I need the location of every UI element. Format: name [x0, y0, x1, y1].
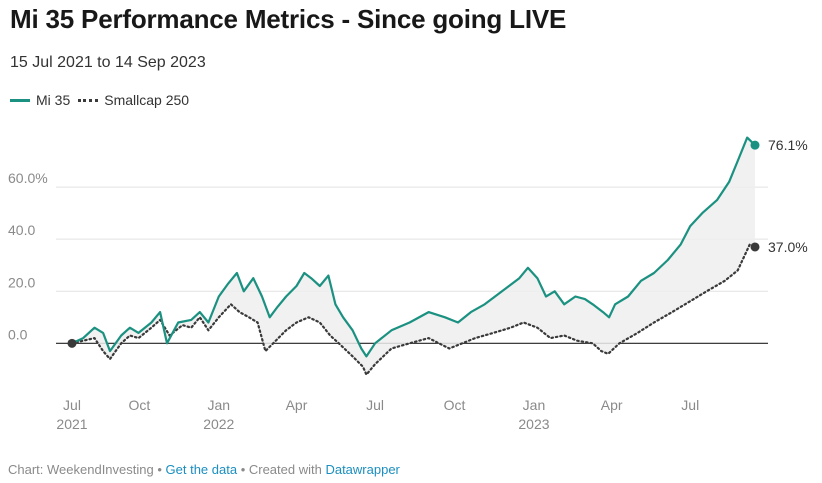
footer-created: • Created with: [237, 462, 326, 477]
series-line-mi35: [71, 136, 756, 358]
y-tick-label: 20.0: [8, 274, 35, 290]
get-data-link[interactable]: Get the data: [165, 462, 238, 477]
datawrapper-link[interactable]: Datawrapper: [325, 462, 400, 477]
end-label-mi35: 76.1%: [768, 137, 808, 153]
x-tick-label: Jul: [63, 397, 81, 413]
area-between-series: [72, 137, 755, 375]
series-line-smallcap: [70, 243, 757, 376]
line-chart: 0.0 20.0 40.0 60.0% Jul 2021 Oct Jan 2022 Apr Jul O…: [8, 136, 808, 432]
x-tick-label: Jan: [523, 397, 546, 413]
x-tick-year-label: 2022: [203, 416, 234, 432]
footer-credit: Chart: WeekendInvesting •: [8, 462, 166, 477]
chart-footer: Chart: WeekendInvesting • Get the data •…: [8, 462, 400, 477]
legend: Mi 35 Smallcap 250: [10, 92, 197, 108]
end-label-smallcap: 37.0%: [768, 239, 808, 255]
y-tick-label: 0.0: [8, 326, 28, 342]
end-point-mi35: [750, 140, 760, 150]
legend-item-mi35: Mi 35: [10, 92, 70, 108]
x-tick-label: Apr: [601, 397, 623, 413]
x-tick-label: Oct: [128, 397, 150, 413]
start-point-marker: [67, 338, 77, 348]
legend-swatch-smallcap: [78, 98, 99, 102]
x-tick-label: Jul: [366, 397, 384, 413]
y-tick-label: 60.0%: [8, 170, 48, 186]
x-tick-label: Jul: [681, 397, 699, 413]
x-tick-label: Oct: [444, 397, 466, 413]
x-tick-year-label: 2023: [518, 416, 549, 432]
x-tick-label: Jan: [207, 397, 230, 413]
chart-title: Mi 35 Performance Metrics - Since going …: [10, 4, 567, 34]
legend-label-mi35: Mi 35: [36, 92, 71, 108]
legend-swatch-mi35: [10, 98, 30, 102]
legend-label-smallcap: Smallcap 250: [104, 92, 190, 108]
legend-item-smallcap: Smallcap 250: [78, 92, 189, 108]
x-tick-label: Apr: [286, 397, 308, 413]
end-point-smallcap: [750, 242, 760, 252]
x-tick-year-label: 2021: [56, 416, 87, 432]
y-tick-label: 40.0: [8, 222, 35, 238]
chart-subtitle: 15 Jul 2021 to 14 Sep 2023: [10, 54, 206, 71]
